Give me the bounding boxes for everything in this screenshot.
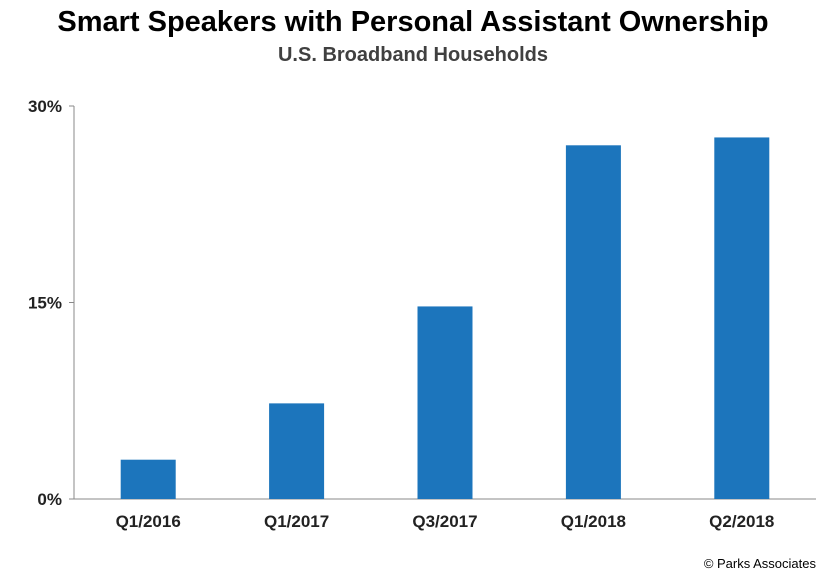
bar-q1-2017 <box>269 403 325 499</box>
y-tick-label: 15% <box>28 294 62 313</box>
x-tick-label: Q1/2018 <box>561 512 626 531</box>
bar-q1-2018 <box>565 145 621 500</box>
x-tick-label: Q2/2018 <box>709 512 774 531</box>
bar-q3-2017 <box>417 306 473 499</box>
bar-q1-2016 <box>120 459 176 499</box>
x-tick-label: Q1/2017 <box>264 512 329 531</box>
y-tick-label: 0% <box>37 490 62 509</box>
y-tick-label: 30% <box>28 97 62 116</box>
copyright-credit: © Parks Associates <box>703 556 816 571</box>
x-tick-label: Q3/2017 <box>412 512 477 531</box>
chart-subtitle: U.S. Broadband Households <box>277 44 549 66</box>
x-tick-label: Q1/2016 <box>116 512 181 531</box>
bar-q2-2018 <box>714 137 770 499</box>
chart-title: Smart Speakers with Personal Assistant O… <box>57 6 769 38</box>
